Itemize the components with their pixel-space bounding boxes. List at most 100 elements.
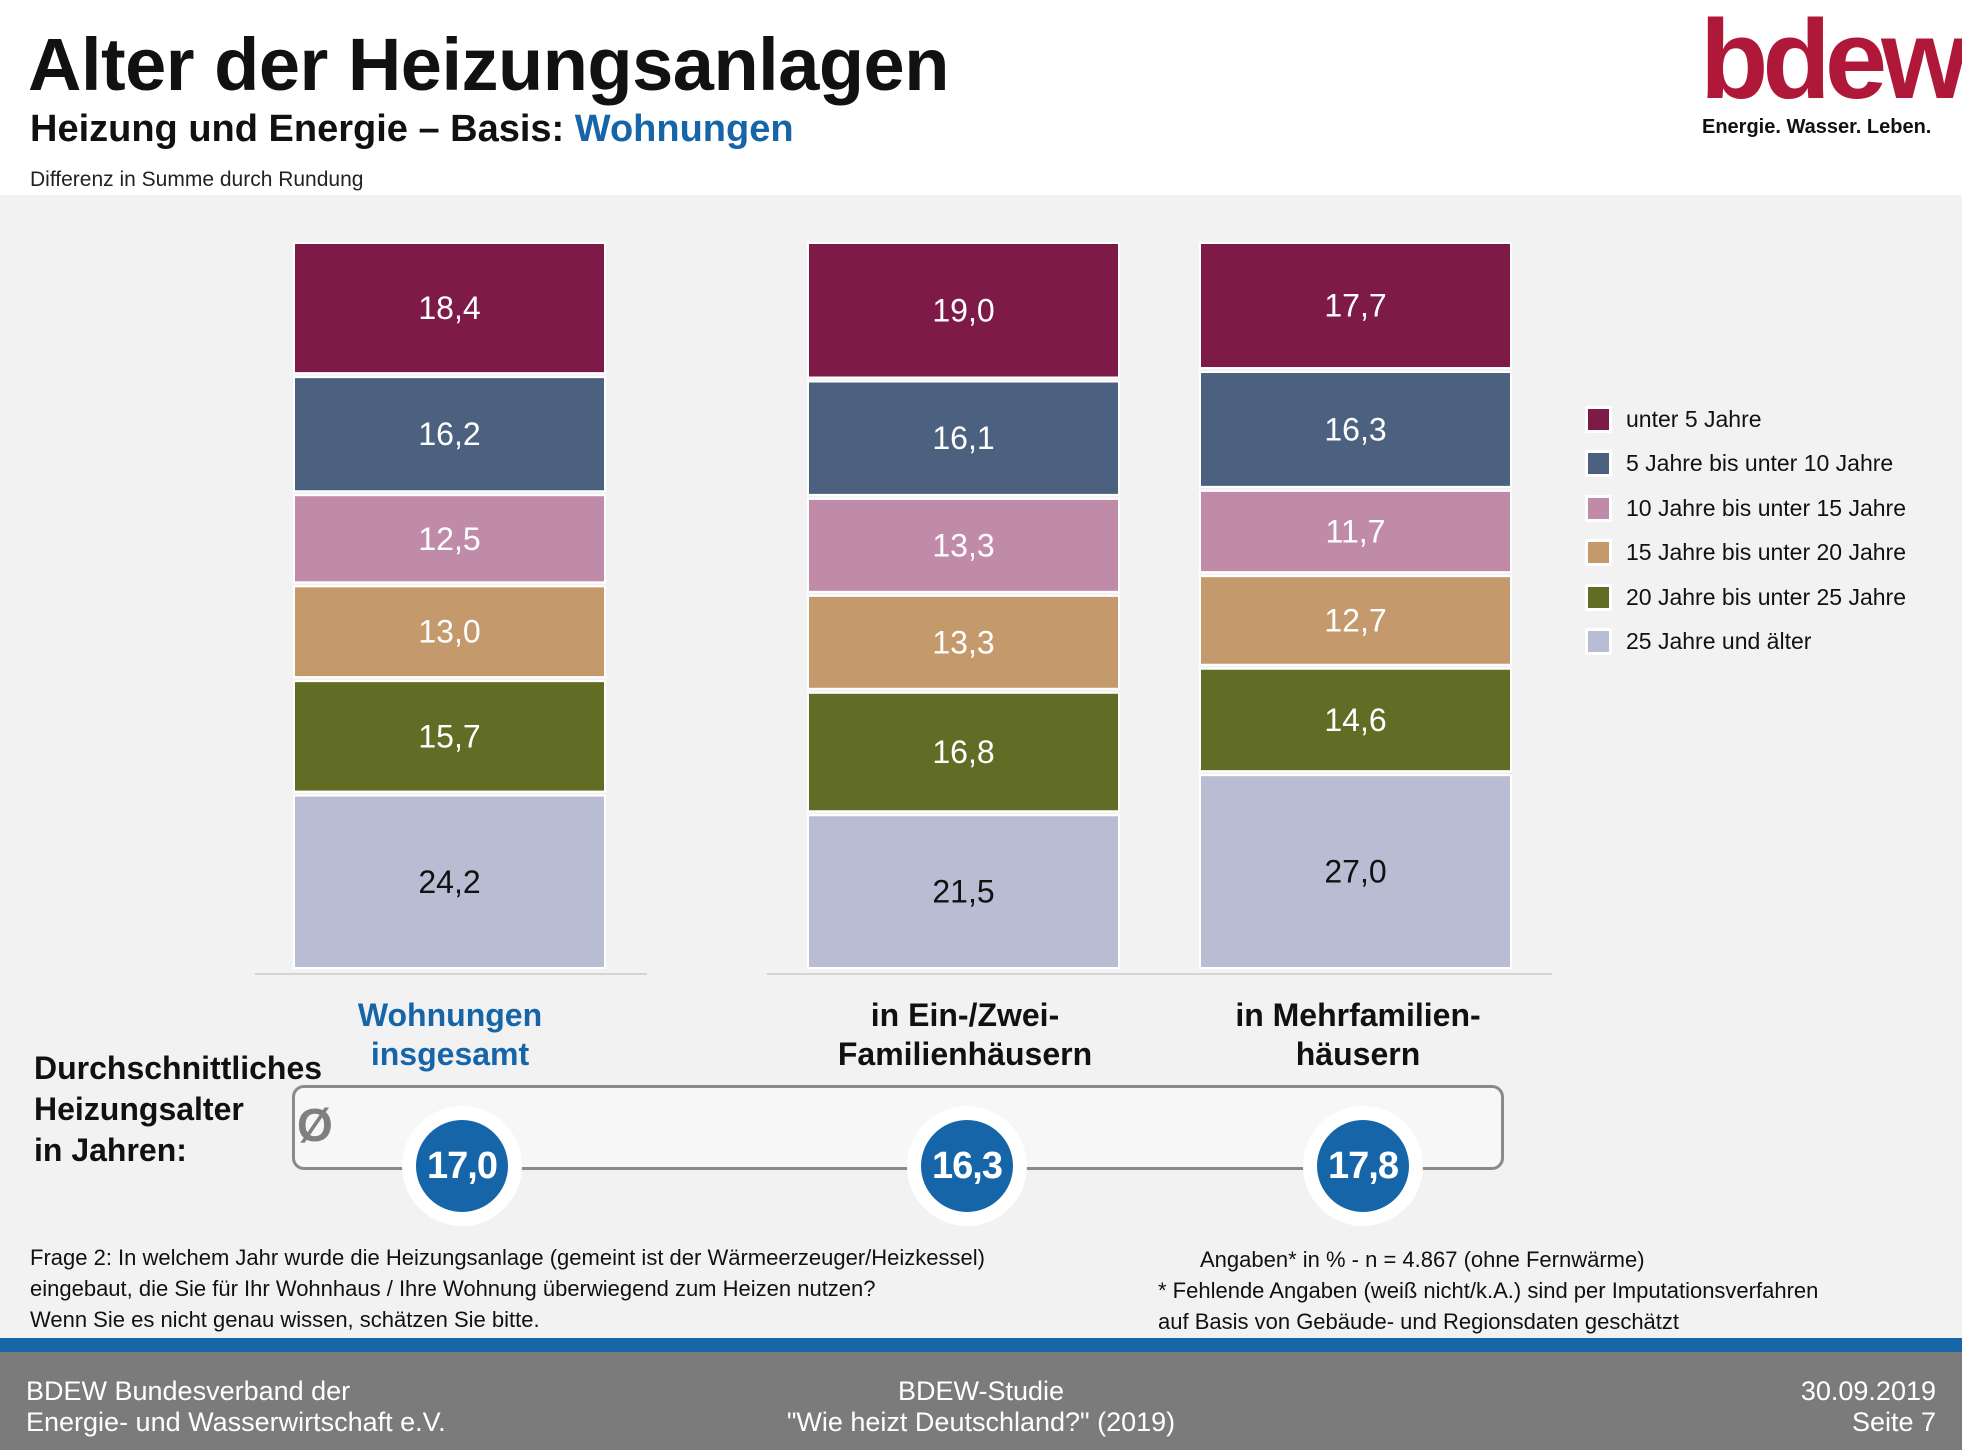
data-label: 13,3 (932, 527, 994, 563)
bar-segment (807, 691, 1120, 813)
data-label: 13,3 (932, 624, 994, 660)
average-label-line: in Jahren: (34, 1132, 187, 1168)
average-symbol: Ø (297, 1099, 333, 1151)
footer-accent-bar (0, 1338, 1962, 1352)
legend-item: unter 5 Jahre (1585, 397, 1906, 442)
legend-label: 20 Jahre bis unter 25 Jahre (1626, 583, 1907, 610)
bar-segment (1199, 371, 1512, 488)
data-label: 13,0 (418, 614, 480, 650)
legend-swatch (1585, 583, 1612, 611)
bar-segment (1199, 667, 1512, 773)
bar-segment (293, 794, 606, 969)
page-subtitle: Heizung und Energie – Basis: Wohnungen (30, 108, 794, 151)
category-label-line: insgesamt (370, 1036, 530, 1072)
bdew-logo: bdew Energie. Wasser. Leben. (1690, 4, 1962, 142)
average-age-label: Durchschnittliches Heizungsalter in Jahr… (34, 1048, 322, 1171)
header-area (0, 0, 1962, 195)
footnote-line: eingebaut, die Sie für Ihr Wohnhaus / Ih… (30, 1276, 876, 1301)
stacked-bar-chart: 18,4 16,2 12,5 13,0 15,7 24,2 19,0 16,1 13,3 13,3… (255, 242, 1552, 975)
subtitle-prefix: Heizung und Energie – Basis: (30, 108, 575, 150)
category-label-line: häusern (1295, 1036, 1421, 1072)
bar-segment (807, 497, 1120, 593)
subtitle-highlight: Wohnungen (574, 108, 794, 150)
sample-size-note: Angaben* in % - n = 4.867 (ohne Fernwärm… (1200, 1247, 1645, 1272)
footer-page: Seite 7 (1851, 1407, 1936, 1437)
question-footnote: Frage 2: In welchem Jahr wurde die Heizu… (30, 1242, 985, 1335)
legend-item: 5 Jahre bis unter 10 Jahre (1585, 442, 1906, 487)
legend-swatch (1585, 450, 1612, 478)
bar-segment (293, 494, 606, 584)
rounding-note: Differenz in Summe durch Rundung (30, 168, 364, 191)
bar-segment (1199, 575, 1512, 666)
footer-line: BDEW Bundesverband der (26, 1376, 351, 1406)
bar-segment (807, 814, 1120, 970)
data-label: 12,5 (418, 521, 480, 557)
data-label: 16,1 (932, 420, 994, 456)
bar-segment (807, 380, 1120, 496)
average-badge-mehrfamilien: 17,8 (1303, 1106, 1423, 1226)
chart-legend: unter 5 Jahre 5 Jahre bis unter 10 Jahre… (1585, 397, 1906, 664)
bar-segment (1199, 242, 1512, 370)
data-label: 15,7 (418, 718, 480, 754)
legend-item: 15 Jahre bis unter 20 Jahre (1585, 531, 1906, 576)
category-label-einfamilien: in Ein-/Zwei- Familienhäusern (755, 996, 1175, 1074)
data-label: 27,0 (1324, 854, 1386, 890)
footnote-line: auf Basis von Gebäude- und Regionsdaten … (1158, 1309, 1680, 1334)
average-value: 17,0 (416, 1120, 508, 1212)
footer-organization: BDEW Bundesverband der Energie- und Wass… (26, 1376, 446, 1438)
footer-date-page: 30.09.2019 Seite 7 (1801, 1376, 1936, 1438)
category-label-mehrfamilien: in Mehrfamilien- häusern (1148, 996, 1568, 1074)
legend-item: 10 Jahre bis unter 15 Jahre (1585, 486, 1906, 531)
category-label-line: Wohnungen (357, 997, 543, 1033)
footer-date: 30.09.2019 (1800, 1376, 1936, 1406)
average-label-line: Durchschnittliches (34, 1050, 323, 1086)
legend-label: 15 Jahre bis unter 20 Jahre (1626, 539, 1907, 566)
average-badge-wohnungen: 17,0 (402, 1106, 522, 1226)
footer-study: BDEW-Studie "Wie heizt Deutschland?" (20… (0, 1376, 1962, 1438)
footnote-line: Frage 2: In welchem Jahr wurde die Heizu… (30, 1245, 985, 1270)
footnote-line: Wenn Sie es nicht genau wissen, schätzen… (30, 1307, 540, 1332)
average-value: 17,8 (1317, 1120, 1409, 1212)
legend-label: 10 Jahre bis unter 15 Jahre (1626, 494, 1907, 521)
data-label: 11,7 (1326, 514, 1386, 550)
data-label: 16,2 (418, 416, 480, 452)
bar-segment (293, 242, 606, 375)
data-label: 16,8 (932, 734, 994, 770)
legend-item: 25 Jahre und älter (1585, 620, 1906, 665)
data-label: 18,4 (418, 290, 480, 326)
category-label-line: Familienhäusern (837, 1036, 1093, 1072)
average-label-line: Heizungsalter (34, 1091, 244, 1127)
legend-label: unter 5 Jahre (1626, 405, 1762, 432)
footer-line: Energie- und Wasserwirtschaft e.V. (26, 1407, 446, 1437)
data-label: 14,6 (1324, 702, 1386, 738)
logo-wordmark: bdew (1700, 0, 1962, 122)
bar-segment (293, 376, 606, 493)
bar-segment (1199, 774, 1512, 969)
legend-swatch (1585, 539, 1612, 567)
category-label-wohnungen: Wohnungen insgesamt (240, 996, 660, 1074)
logo-tagline: Energie. Wasser. Leben. (1702, 116, 1932, 138)
footer-line: "Wie heizt Deutschland?" (2019) (786, 1407, 1176, 1437)
sample-footnote: Angaben* in % - n = 4.867 (ohne Fernwärm… (1158, 1244, 1818, 1337)
data-label: 12,7 (1324, 602, 1386, 638)
legend-item: 20 Jahre bis unter 25 Jahre (1585, 575, 1906, 620)
legend-swatch (1585, 494, 1612, 522)
data-label: 17,7 (1324, 288, 1386, 324)
bar-segment (807, 242, 1120, 379)
legend-swatch (1585, 628, 1612, 656)
footnote-line: * Fehlende Angaben (weiß nicht/k.A.) sin… (1158, 1278, 1819, 1303)
legend-swatch (1585, 405, 1612, 433)
footer-line: BDEW-Studie (897, 1376, 1065, 1406)
data-label: 24,2 (418, 864, 480, 900)
page-title: Alter der Heizungsanlagen (28, 23, 949, 106)
bar-segment (1199, 489, 1512, 574)
category-label-line: in Ein-/Zwei- (870, 997, 1060, 1033)
data-label: 19,0 (932, 292, 994, 328)
footer: BDEW Bundesverband der Energie- und Wass… (0, 1352, 1962, 1450)
average-value: 16,3 (921, 1120, 1013, 1212)
bar-segment (807, 594, 1120, 690)
bar-segment (293, 680, 606, 793)
data-label: 16,3 (1324, 411, 1386, 447)
data-label: 21,5 (932, 874, 994, 910)
average-badge-einfamilien: 16,3 (907, 1106, 1027, 1226)
